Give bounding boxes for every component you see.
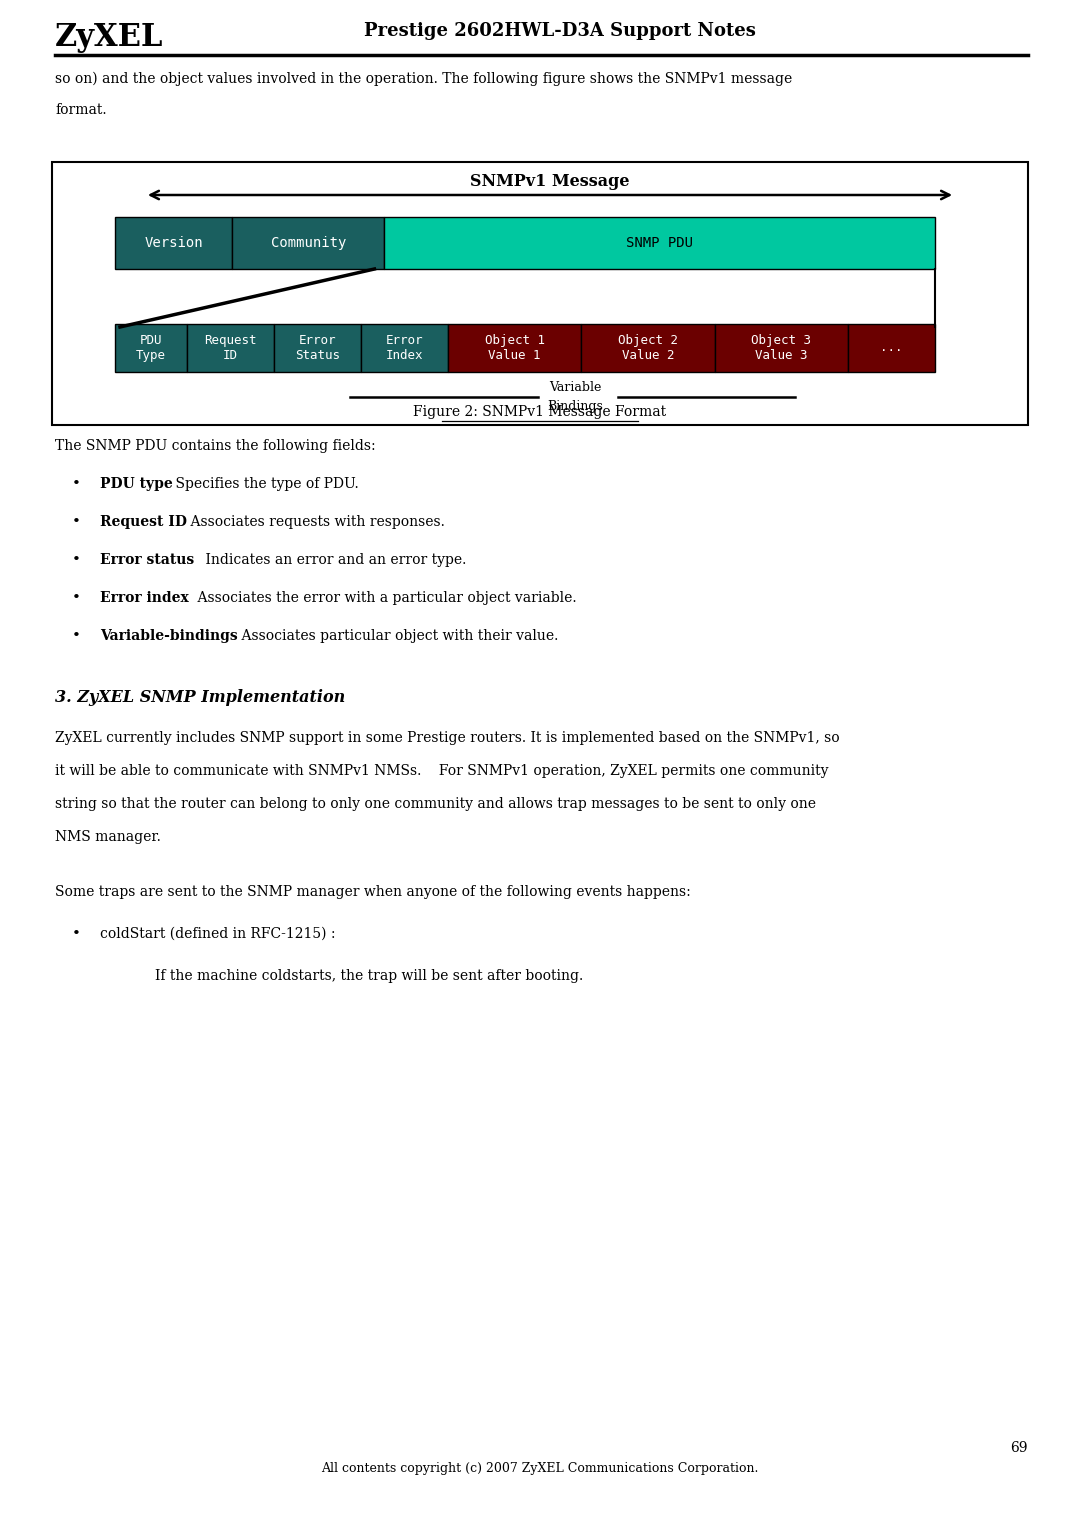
Text: •: •	[72, 553, 81, 567]
Text: •: •	[72, 927, 81, 941]
Text: Request ID: Request ID	[100, 515, 187, 528]
Text: All contents copyright (c) 2007 ZyXEL Communications Corporation.: All contents copyright (c) 2007 ZyXEL Co…	[322, 1461, 758, 1475]
Text: Error
Status: Error Status	[295, 334, 340, 362]
Text: SNMP PDU: SNMP PDU	[626, 237, 693, 250]
Text: •: •	[72, 515, 81, 528]
Text: Some traps are sent to the SNMP manager when anyone of the following events happ: Some traps are sent to the SNMP manager …	[55, 886, 691, 899]
Text: Associates requests with responses.: Associates requests with responses.	[173, 515, 445, 528]
Text: Figure 2: SNMPv1 Message Format: Figure 2: SNMPv1 Message Format	[414, 405, 666, 418]
Text: Variable-bindings: Variable-bindings	[100, 629, 238, 643]
Text: string so that the router can belong to only one community and allows trap messa: string so that the router can belong to …	[55, 797, 816, 811]
Bar	[715, 324, 848, 373]
Text: Error
Index: Error Index	[386, 334, 423, 362]
Text: Request
ID: Request ID	[204, 334, 257, 362]
Text: NMS manager.: NMS manager.	[55, 831, 161, 844]
Bar	[361, 324, 448, 373]
Text: ZyXEL: ZyXEL	[55, 21, 163, 53]
Text: The SNMP PDU contains the following fields:: The SNMP PDU contains the following fiel…	[55, 438, 376, 454]
Text: format.: format.	[55, 102, 107, 118]
Bar	[384, 217, 935, 269]
Text: •: •	[72, 591, 81, 605]
Bar	[581, 324, 715, 373]
Text: Associates the error with a particular object variable.: Associates the error with a particular o…	[180, 591, 577, 605]
Text: 3. ZyXEL SNMP Implementation: 3. ZyXEL SNMP Implementation	[55, 689, 346, 705]
Text: PDU type: PDU type	[100, 476, 173, 492]
Text: •: •	[72, 629, 81, 643]
Text: Object 1
Value 1: Object 1 Value 1	[485, 334, 544, 362]
Bar	[187, 324, 274, 373]
Text: Bindings: Bindings	[548, 400, 603, 412]
Bar	[274, 324, 361, 373]
Text: PDU
Type: PDU Type	[136, 334, 166, 362]
Text: 69: 69	[1011, 1441, 1028, 1455]
Text: Error status: Error status	[100, 553, 194, 567]
Text: ZyXEL currently includes SNMP support in some Prestige routers. It is implemente: ZyXEL currently includes SNMP support in…	[55, 731, 839, 745]
Text: Variable: Variable	[549, 382, 602, 394]
Text: Specifies the type of PDU.: Specifies the type of PDU.	[159, 476, 360, 492]
Text: •: •	[72, 476, 81, 492]
Bar	[52, 162, 1028, 425]
Bar	[848, 324, 935, 373]
Text: coldStart (defined in RFC-1215) :: coldStart (defined in RFC-1215) :	[100, 927, 336, 941]
Text: SNMPv1 Message: SNMPv1 Message	[470, 173, 630, 189]
Text: Object 3
Value 3: Object 3 Value 3	[752, 334, 811, 362]
Text: Community: Community	[271, 237, 346, 250]
Text: Version: Version	[145, 237, 203, 250]
Text: If the machine coldstarts, the trap will be sent after booting.: If the machine coldstarts, the trap will…	[156, 970, 583, 983]
Bar	[114, 324, 187, 373]
Text: Indicates an error and an error type.: Indicates an error and an error type.	[188, 553, 465, 567]
Text: Associates particular object with their value.: Associates particular object with their …	[225, 629, 558, 643]
Text: ...: ...	[880, 342, 903, 354]
Text: Error index: Error index	[100, 591, 189, 605]
Text: so on) and the object values involved in the operation. The following figure sho: so on) and the object values involved in…	[55, 72, 793, 87]
Bar	[448, 324, 581, 373]
Bar	[232, 217, 384, 269]
Text: Object 2
Value 2: Object 2 Value 2	[618, 334, 678, 362]
Text: Prestige 2602HWL-D3A Support Notes: Prestige 2602HWL-D3A Support Notes	[364, 21, 756, 40]
Bar	[114, 217, 232, 269]
Text: it will be able to communicate with SNMPv1 NMSs.    For SNMPv1 operation, ZyXEL : it will be able to communicate with SNMP…	[55, 764, 828, 777]
